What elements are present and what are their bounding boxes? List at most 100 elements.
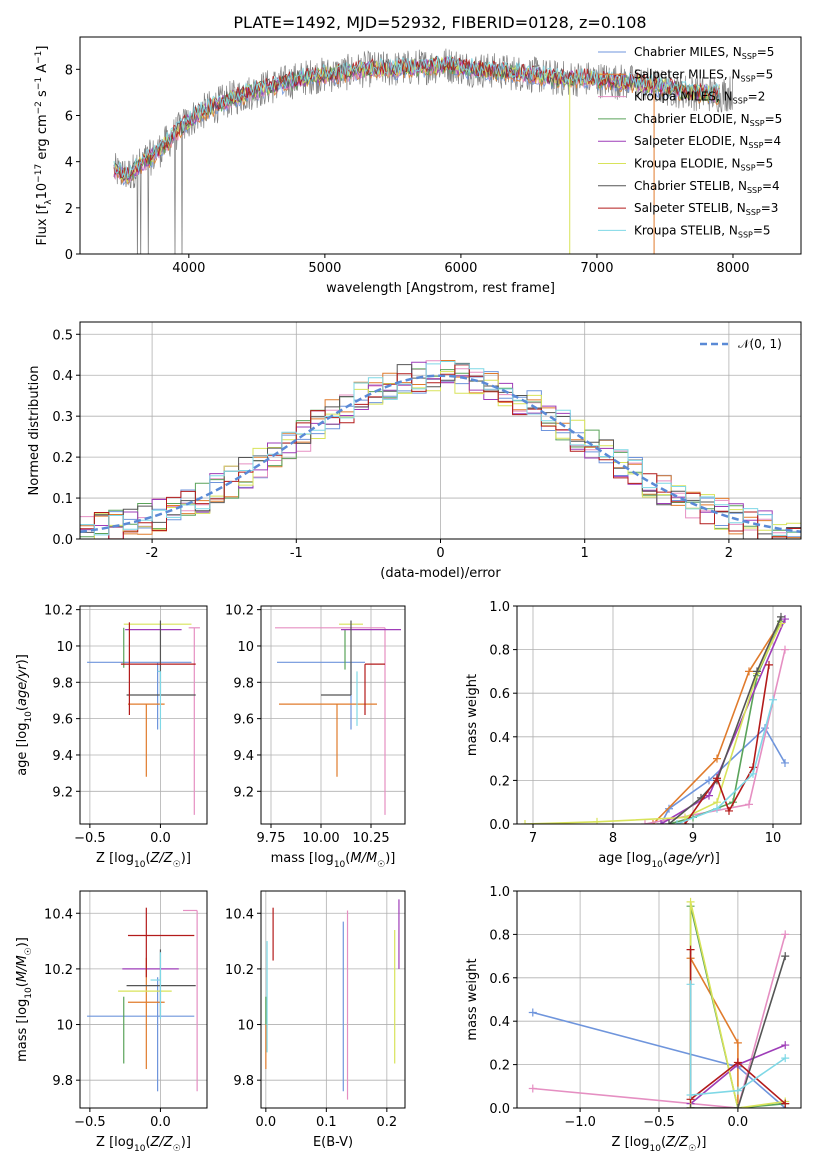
y-tick-label: 9.8 [52,676,73,691]
x-tick-label: −1.0 [564,1115,596,1130]
age_vs_mass-plot-area [275,620,401,815]
y-tick-label: 10.4 [225,907,254,922]
x-tick-label: 7000 [580,261,613,276]
y-tick-label: 0.6 [489,687,510,702]
data-marker [733,1086,742,1095]
series-line [668,620,782,824]
data-marker [593,817,601,824]
legend-entry: Kroupa MILES, NSSP=2 [634,90,765,106]
x-axis-label: Z [log10(Z/Z☉)] [612,1135,707,1154]
y-tick-label: 9.6 [52,713,73,728]
y-axis-label: mass weight [465,958,480,1040]
series-line [689,984,786,1096]
x-tick-label: 8000 [716,261,749,276]
data-marker [733,1038,742,1047]
x-axis-label: (data-model)/error [380,566,501,581]
spectrum-frame [79,36,802,255]
data-marker [686,897,695,906]
data-marker [765,660,773,669]
x-tick-label: 8 [609,831,617,846]
legend-entry: Chabrier ELODIE, NSSP=5 [634,112,782,128]
x-tick-label: 2 [725,546,733,561]
y-tick-label: 9.4 [52,749,73,764]
normal-curve [80,374,801,534]
series-line [689,955,739,1108]
data-marker [777,612,785,621]
y-tick-label: 0.4 [52,369,73,384]
x-tick-label: 0.0 [255,1115,276,1130]
x-tick-label: 9 [689,831,697,846]
age_vs_Z-frame [79,605,208,825]
age_vs_Z-axes: −0.5 0.0 9.2 9.4 9.6 9.8 10 10.2 [44,604,208,846]
y-tick-label: 4 [65,156,73,171]
data-marker [649,820,657,824]
y-tick-label: 8 [65,63,73,78]
y-tick-label: 9.8 [233,1074,254,1089]
data-marker [781,615,789,624]
x-tick-label: 10.25 [352,831,389,846]
legend-entry: Kroupa ELODIE, NSSP=5 [634,157,773,173]
y-tick-label: 9.4 [233,749,254,764]
y-tick-label: 9.8 [52,1074,73,1089]
data-marker [657,820,665,824]
data-marker [673,820,681,824]
series-line [676,699,774,824]
mass_vs_ebv-plot-area [265,899,400,1100]
x-tick-label: −0.5 [74,1115,106,1130]
x-tick-label: 10.00 [302,831,339,846]
weight_vs_age-plot-area [521,612,789,824]
y-tick-label: 0.4 [489,731,510,746]
x-tick-label: 4000 [172,261,205,276]
weight_vs_age-frame [516,605,802,825]
x-tick-label: −0.5 [74,831,106,846]
y-tick-label: 0.2 [489,1059,510,1074]
weight_vs_Z-plot-area [528,897,790,1108]
series-line [524,623,782,824]
y-tick-label: 6 [65,109,73,124]
data-marker [641,820,649,824]
y-tick-label: 0.8 [489,928,510,943]
data-marker [745,800,753,809]
spectrum-plot-area [113,48,734,254]
figure-title: PLATE=1492, MJD=52932, FIBERID=0128, z=0… [233,13,646,32]
data-marker [781,758,789,767]
y-tick-label: 0.2 [489,774,510,789]
data-marker [686,1090,695,1099]
y-axis-label: Flux [fλ10−17 erg cm−2 s−1 A−1] [34,46,54,246]
y-tick-label: 1.0 [489,885,510,900]
y-tick-label: 0.4 [489,1015,510,1030]
age_vs_mass-axes: 9.75 10.00 10.25 9.2 9.4 9.6 9.8 10 10.2 [225,604,406,846]
y-tick-label: 0.3 [52,410,73,425]
weight_vs_Z-axes: −1.0 −0.5 0.0 0.0 0.2 0.4 0.6 0.8 1.0 [489,885,802,1130]
data-marker [733,1104,742,1108]
data-marker [749,769,757,778]
x-tick-label: 0 [436,546,444,561]
y-tick-label: 2 [65,202,73,217]
y-tick-label: 0.5 [52,328,73,343]
y-axis-label: Normed distribution [27,366,42,496]
mass_vs_ebv-axes: 0.0 0.1 0.2 9.8 10 10.2 10.4 [225,890,406,1130]
data-marker [745,667,753,676]
data-marker [705,776,713,785]
y-tick-label: 1.0 [489,600,510,615]
residual_hist-axes: -2 -1 0 1 2 0.0 0.1 0.2 0.3 0.4 0.5 𝒩(0, 1) [52,321,802,561]
x-tick-label: −0.5 [643,1115,675,1130]
x-tick-label: -1 [290,546,303,561]
data-marker [705,791,713,800]
y-axis-label: age [log10(age/yr)] [15,654,34,776]
data-marker [781,1041,790,1050]
data-marker [769,695,777,704]
y-tick-label: 9.2 [52,785,73,800]
data-marker [686,945,695,954]
data-marker [713,754,721,763]
y-tick-label: 10.2 [225,604,254,619]
y-tick-label: 10.2 [44,963,73,978]
data-marker [528,1084,537,1093]
data-marker [781,1099,790,1108]
age_vs_Z-plot-area [87,620,200,815]
x-axis-label: Z [log10(Z/Z☉)] [96,851,191,870]
mass_vs_Z-plot-area [87,907,198,1092]
data-marker [753,667,761,676]
legend-entry: Salpeter MILES, NSSP=5 [634,67,773,83]
